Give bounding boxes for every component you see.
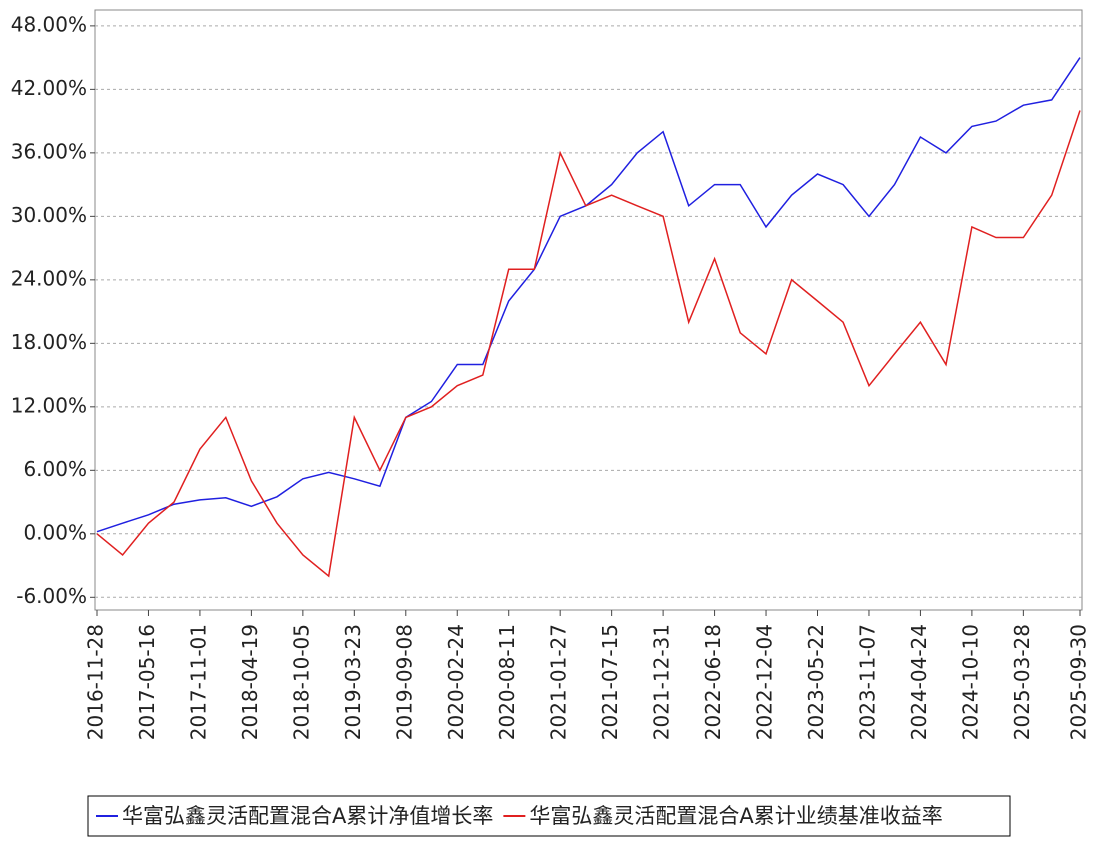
y-tick-label: 36.00% — [11, 139, 87, 163]
legend-box — [87, 795, 1011, 837]
x-tick-label: 2019-03-23 — [341, 624, 365, 740]
x-tick-label: 2022-06-18 — [701, 624, 725, 740]
y-tick-label: 24.00% — [11, 266, 87, 290]
x-tick-label: 2016-11-28 — [84, 624, 108, 740]
y-tick-label: -6.00% — [16, 584, 87, 608]
x-tick-label: 2024-10-10 — [958, 624, 982, 740]
legend-label: 华富弘鑫灵活配置混合A累计业绩基准收益率 — [529, 804, 942, 828]
plot-frame — [94, 9, 1083, 611]
y-tick-label: 30.00% — [11, 203, 87, 227]
x-tick-label: 2022-12-04 — [753, 624, 777, 740]
x-tick-label: 2025-03-28 — [1010, 624, 1034, 740]
x-tick-label: 2023-11-07 — [855, 624, 879, 740]
x-tick-label: 2020-08-11 — [495, 624, 519, 740]
y-tick-label: 18.00% — [11, 330, 87, 354]
x-tick-label: 2017-11-01 — [186, 624, 210, 740]
x-tick-label: 2023-05-22 — [804, 624, 828, 740]
x-tick-label: 2020-02-24 — [444, 624, 468, 740]
x-tick-label: 2021-01-27 — [547, 624, 571, 740]
y-tick-label: 48.00% — [11, 12, 87, 36]
x-tick-label: 2018-10-05 — [289, 624, 313, 740]
x-tick-label: 2019-09-08 — [392, 624, 416, 740]
legend-label: 华富弘鑫灵活配置混合A累计净值增长率 — [122, 804, 493, 828]
y-tick-label: 0.00% — [23, 520, 87, 544]
y-tick-label: 42.00% — [11, 76, 87, 100]
x-tick-label: 2021-07-15 — [598, 624, 622, 740]
x-tick-label: 2025-09-30 — [1067, 624, 1091, 740]
series-line — [96, 57, 1081, 533]
series-line — [96, 110, 1081, 578]
x-tick-label: 2024-04-24 — [907, 624, 931, 740]
x-tick-label: 2021-12-31 — [650, 624, 674, 740]
y-tick-label: 6.00% — [23, 457, 87, 481]
legend: 华富弘鑫灵活配置混合A累计净值增长率 华富弘鑫灵活配置混合A累计业绩基准收益率 — [87, 795, 1011, 837]
y-tick-label: 12.00% — [11, 393, 87, 417]
x-tick-label: 2018-04-19 — [238, 624, 262, 740]
x-tick-label: 2017-05-16 — [135, 624, 159, 740]
